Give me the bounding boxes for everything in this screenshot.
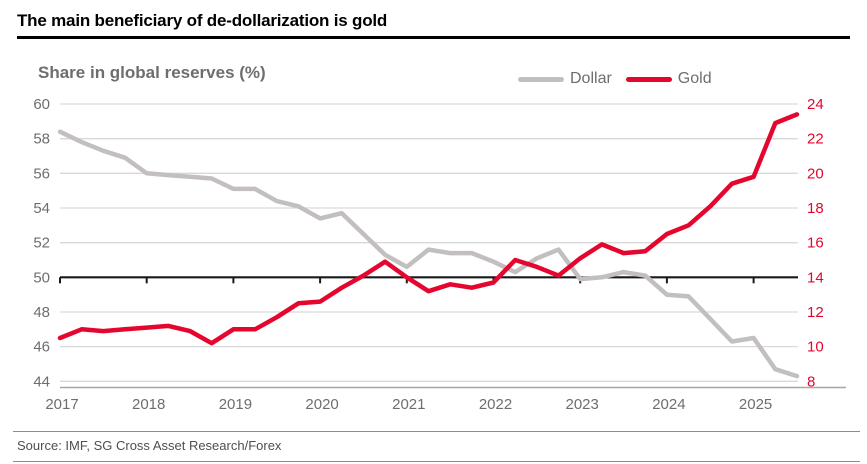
legend-label-gold: Gold [677,70,712,87]
chart-title: The main beneficiary of de-dollarization… [17,11,388,30]
y-axis-label-right: 20 [807,165,824,182]
y-axis-label-right: 14 [807,269,824,286]
y-axis-label-left: 48 [33,304,50,321]
y-axis-label-right: 22 [807,131,824,148]
x-axis-label: 2018 [132,396,165,413]
y-axis-label-left: 60 [33,96,50,113]
gold-line [57,112,800,346]
legend-item-gold: Gold [625,70,712,88]
x-axis-label: 2022 [479,396,512,413]
y-axis-label-left: 58 [33,131,50,148]
legend-item-dollar: Dollar [518,70,612,88]
x-axis-label: 2025 [739,396,772,413]
dollar-line [57,129,800,379]
source-divider-top [13,431,860,432]
source-text: Source: IMF, SG Cross Asset Research/For… [17,438,282,453]
gold-line-swatch [625,76,672,82]
y-axis-label-left: 54 [33,200,50,217]
y-axis-label-right: 16 [807,235,824,252]
x-axis-label: 2023 [566,396,599,413]
legend-label-dollar: Dollar [570,70,612,87]
x-axis-label: 2020 [305,396,338,413]
dollar-line-swatch [518,76,564,82]
y-axis-label-left: 56 [33,165,50,182]
y-axis-label-right: 8 [807,373,815,390]
x-axis-label: 2019 [219,396,252,413]
x-axis-label: 2024 [652,396,685,413]
y-axis-label-left: 52 [33,235,50,252]
y-axis-label-left: 50 [33,269,50,286]
y-axis-label-right: 10 [807,339,824,356]
y-axis-label-left: 44 [33,373,50,390]
title-underline [17,36,850,39]
y-axis-label-right: 24 [807,96,824,113]
legend: Dollar Gold [518,70,712,88]
y-axis-label-right: 18 [807,200,824,217]
y-axis-label-left: 46 [33,339,50,356]
chart-subtitle: Share in global reserves (%) [38,63,266,82]
x-axis-label: 2017 [45,396,78,413]
x-axis-label: 2021 [392,396,425,413]
y-axis-label-right: 12 [807,304,824,321]
source-divider-bottom [13,461,860,462]
